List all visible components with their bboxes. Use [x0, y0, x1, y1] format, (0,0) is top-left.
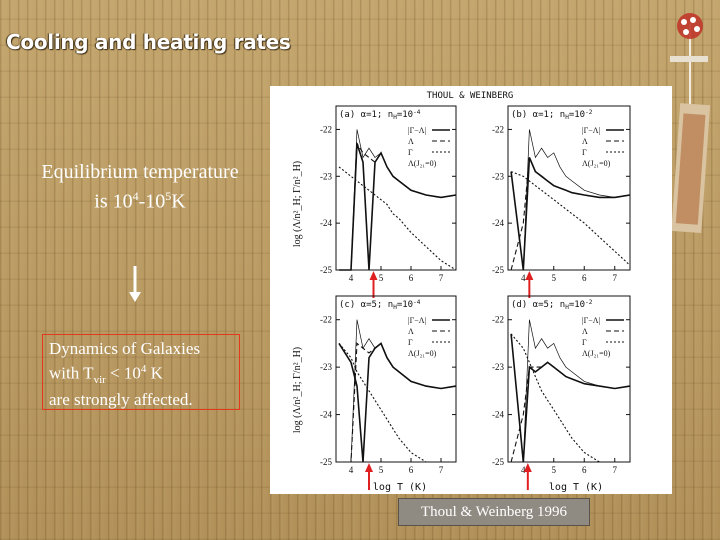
x-tick-label: 6	[582, 465, 587, 475]
series-line	[338, 343, 456, 463]
y-tick-label: -25	[492, 265, 504, 275]
figure-svg: THOUL & WEINBERG (a) α=1; nH=10-4 -22 -23 -…	[292, 91, 631, 493]
legend-entry: Γ	[582, 338, 587, 347]
figure-header: THOUL & WEINBERG	[427, 91, 514, 101]
legend-entry: Λ	[408, 137, 414, 146]
equilibrium-line2: is 104-105K	[94, 189, 186, 213]
panel-1: (a) α=1; nH=10-4 -22 -23 -24 -25 4 5 6 7 |Γ−Λ| ΛΓΛ…	[320, 105, 457, 298]
legend-entry: Λ(J₂₁=0)	[582, 159, 611, 168]
panel-frame	[335, 295, 457, 463]
series-line	[510, 171, 631, 266]
slide-title: Cooling and heating rates	[6, 30, 291, 54]
legend-entry: |Γ−Λ|	[408, 316, 426, 325]
legend-entry: Γ	[408, 148, 413, 157]
equilibrium-arrow-icon	[523, 463, 532, 490]
panel-label: (b) α=1; nH=10-2	[511, 109, 593, 121]
dynamics-line1: Dynamics of Galaxies	[49, 339, 201, 358]
x-tick-label: 6	[409, 273, 414, 283]
x-tick-label: 7	[439, 273, 444, 283]
y-tick-label: -24	[492, 410, 504, 420]
series-line	[338, 166, 457, 271]
x-axis-label-left: log T (K)	[373, 482, 427, 493]
x-tick-label: 4	[349, 465, 354, 475]
y-tick-label: -22	[492, 315, 504, 325]
panel-3: (c) α=5; nH=10-4 -22 -23 -24 -25 4 5 6 7 |Γ−Λ| ΛΓΛ…	[320, 295, 457, 490]
x-tick-label: 5	[379, 465, 384, 475]
y-tick-label: -25	[320, 457, 332, 467]
panel-frame	[507, 105, 631, 271]
legend-entry: Γ	[582, 148, 587, 157]
series-line	[339, 141, 457, 271]
down-arrow-icon	[129, 266, 141, 302]
series-line	[339, 143, 457, 271]
series-line	[510, 361, 631, 463]
y-tick-label: -24	[492, 218, 504, 228]
y-tick-label: -25	[320, 265, 332, 275]
x-tick-label: 5	[552, 273, 557, 283]
panel-label: (d) α=5; nH=10-2	[511, 299, 593, 311]
cooling-heating-figure: THOUL & WEINBERG (a) α=1; nH=10-4 -22 -23 -…	[270, 86, 672, 494]
dynamics-line2: with Tvir < 104 K	[49, 363, 163, 387]
y-tick-label: -24	[320, 410, 332, 420]
x-tick-label: 7	[613, 273, 618, 283]
x-axis-label-right: log T (K)	[549, 482, 603, 493]
y-axis-label-bottom: log (Λ/n²_H; Γ/n²_H)	[292, 347, 303, 433]
legend-entry: Λ	[582, 137, 588, 146]
x-tick-label: 4	[521, 273, 526, 283]
series-line	[339, 319, 457, 463]
x-tick-label: 6	[409, 465, 414, 475]
legend-entry: |Γ−Λ|	[582, 126, 600, 135]
x-tick-label: 6	[582, 273, 587, 283]
dynamics-line3: are strongly affected.	[49, 390, 193, 410]
legend-entry: Γ	[408, 338, 413, 347]
legend-entry: Λ(J₂₁=0)	[582, 349, 611, 358]
equilibrium-line1: Equilibrium temperature	[41, 161, 239, 183]
x-tick-label: 4	[521, 465, 526, 475]
panel-4: (d) α=5; nH=10-2 -22 -23 -24 -25 4 5 6 7 |Γ−Λ| ΛΓΛ…	[492, 295, 631, 490]
y-tick-label: -24	[320, 218, 332, 228]
series-line	[339, 342, 457, 463]
legend-entry: Λ(J₂₁=0)	[408, 349, 437, 358]
series-line	[511, 129, 631, 271]
series-line	[510, 157, 631, 271]
legend-entry: Λ(J₂₁=0)	[408, 159, 437, 168]
panel-frame	[335, 105, 457, 271]
series-line	[510, 333, 630, 463]
series-line	[339, 129, 457, 271]
x-tick-label: 7	[439, 465, 444, 475]
x-tick-label: 5	[379, 273, 384, 283]
dynamics-callout-box: Dynamics of Galaxies with Tvir < 104 K a…	[42, 334, 240, 410]
series-line	[511, 319, 631, 463]
x-tick-label: 7	[613, 465, 618, 475]
legend-entry: |Γ−Λ|	[408, 126, 426, 135]
legend-entry: Λ	[582, 327, 588, 336]
y-tick-label: -23	[320, 171, 332, 181]
panel-label: (a) α=1; nH=10-4	[339, 109, 421, 121]
equilibrium-arrow-icon	[369, 271, 378, 298]
y-tick-label: -23	[320, 362, 332, 372]
series-line	[510, 157, 631, 271]
y-tick-label: -25	[492, 457, 504, 467]
equilibrium-arrow-icon	[525, 271, 534, 298]
equilibrium-text: Equilibrium temperature is 104-105K	[10, 160, 270, 214]
y-tick-label: -22	[320, 315, 332, 325]
y-tick-label: -22	[320, 124, 332, 134]
y-tick-label: -23	[492, 362, 504, 372]
legend-entry: |Γ−Λ|	[582, 316, 600, 325]
series-line	[510, 333, 631, 463]
citation-credit: Thoul & Weinberg 1996	[398, 498, 590, 526]
panel-2: (b) α=1; nH=10-2 -22 -23 -24 -25 4 5 6 7 |Γ−Λ| ΛΓΛ…	[492, 105, 631, 298]
y-tick-label: -23	[492, 171, 504, 181]
equilibrium-arrow-icon	[365, 463, 373, 490]
x-tick-label: 5	[552, 465, 557, 475]
y-tick-label: -22	[492, 124, 504, 134]
flower-ornament-icon	[670, 13, 711, 233]
x-tick-label: 4	[349, 273, 354, 283]
panel-label: (c) α=5; nH=10-4	[339, 299, 421, 311]
legend-entry: Λ	[408, 327, 414, 336]
panel-frame	[507, 295, 631, 463]
y-axis-label-top: log (Λ/n²_H; Γ/n²_H)	[292, 161, 303, 247]
